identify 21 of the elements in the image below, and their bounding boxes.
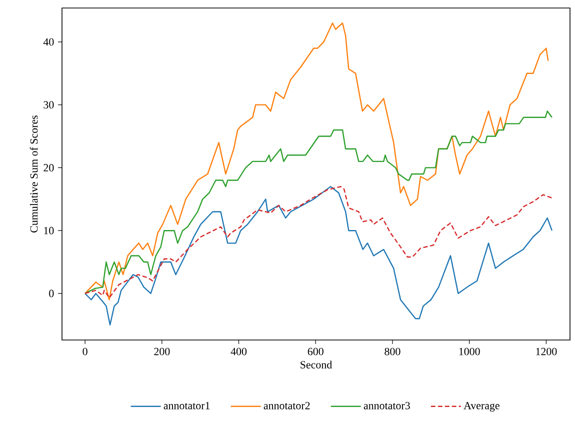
legend-label: annotator1 <box>164 402 210 410</box>
x-tick-label: 400 <box>230 348 247 356</box>
legend-label: annotator3 <box>364 402 410 410</box>
legend-label: Average <box>464 402 500 412</box>
x-tick-label: 200 <box>154 348 170 356</box>
y-tick-label: 40 <box>43 38 54 46</box>
x-tick-label: 1200 <box>536 348 557 356</box>
y-tick-label: 30 <box>44 101 54 109</box>
x-tick-label: 0 <box>82 348 88 356</box>
line-series <box>84 22 549 300</box>
y-tick-label: 0 <box>49 290 54 298</box>
y-tick-label: 20 <box>44 164 54 172</box>
line-series <box>84 110 553 294</box>
x-tick-label: 1000 <box>459 348 480 356</box>
x-tick-label: 600 <box>308 348 324 356</box>
legend-label: annotator2 <box>264 402 310 410</box>
line-series <box>84 186 553 298</box>
y-tick-label: 10 <box>44 226 54 234</box>
x-tick-label: 800 <box>384 348 400 356</box>
x-axis-title: Second <box>300 360 332 368</box>
y-axis-title: Cumulative Sum of Scores <box>30 116 38 232</box>
